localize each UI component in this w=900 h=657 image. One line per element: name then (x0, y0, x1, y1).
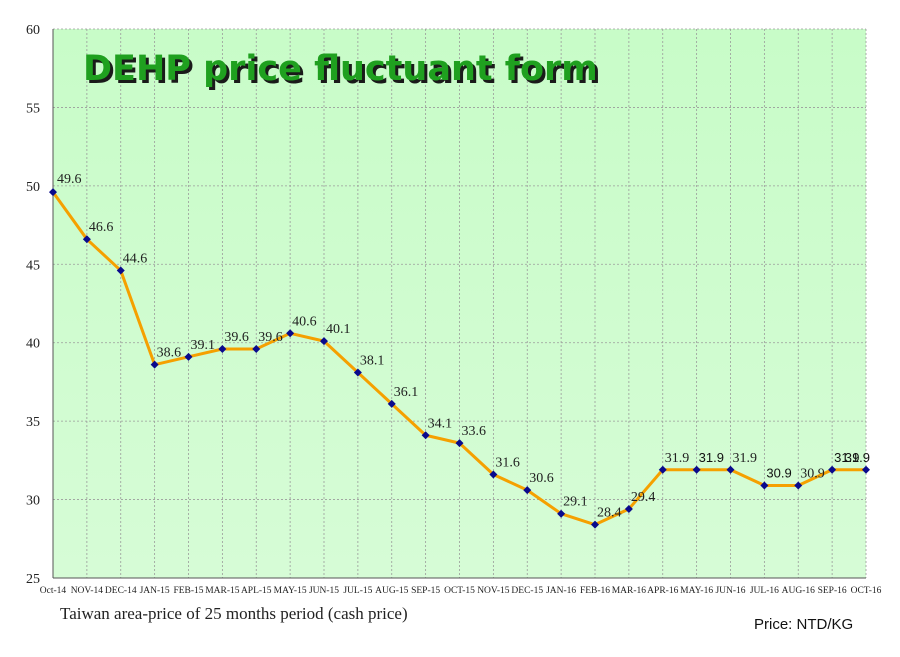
data-point-marker (218, 344, 227, 353)
x-tick-label: MAR-15 (205, 586, 240, 596)
y-tick-label: 35 (26, 415, 40, 430)
data-label: 31.9 (665, 451, 690, 466)
y-tick-label: 45 (26, 258, 40, 273)
y-axis-ticks: 25 30 35 40 45 50 55 60 (26, 23, 40, 587)
data-point-marker (828, 465, 837, 474)
data-label: 38.6 (157, 346, 182, 361)
data-point-marker (184, 352, 193, 361)
x-tick-label: AUG-15 (375, 586, 408, 596)
data-label: 34.1 (428, 416, 453, 431)
data-point-marker (862, 465, 870, 474)
data-label: 40.1 (326, 322, 351, 337)
data-point-marker (489, 470, 498, 479)
x-tick-label: DEC-14 (105, 586, 137, 596)
unit-note: Price: NTD/KG (754, 616, 854, 633)
data-point-marker (49, 188, 57, 197)
data-point-marker (591, 520, 599, 529)
data-point-marker (116, 266, 125, 275)
data-label: 31.9 (733, 451, 758, 466)
x-tick-label: FEB-15 (173, 586, 203, 596)
data-label: 36.1 (394, 385, 419, 400)
data-point-marker (523, 486, 532, 495)
data-point-marker (353, 368, 362, 377)
y-tick-label: 60 (26, 23, 40, 38)
data-label: 29.1 (563, 495, 588, 510)
data-point-marker (455, 439, 464, 448)
data-point-marker (658, 465, 667, 474)
x-tick-label: MAY-16 (680, 586, 713, 596)
x-tick-label: JUL-15 (343, 586, 372, 596)
data-label: 39.6 (224, 330, 249, 345)
data-label: 49.6 (57, 172, 82, 187)
y-tick-label: 40 (26, 337, 40, 352)
data-point-marker (320, 337, 328, 346)
data-point-marker (794, 481, 803, 490)
x-tick-label: DEC-15 (511, 586, 543, 596)
x-tick-label: SEP-15 (411, 586, 440, 596)
x-tick-label: NOV-15 (477, 586, 510, 596)
data-point-marker (82, 235, 91, 244)
x-tick-label: AUG-16 (782, 586, 815, 596)
x-tick-label: JAN-16 (546, 586, 576, 596)
axes (52, 29, 866, 579)
data-point-marker (421, 431, 430, 440)
y-tick-label: 55 (26, 101, 40, 116)
data-point-marker (387, 399, 396, 408)
x-tick-label: APL-15 (241, 586, 272, 596)
data-point-marker (150, 360, 159, 369)
x-tick-label: OCT-16 (851, 586, 882, 596)
data-label: 39.6 (258, 330, 283, 345)
y-tick-label: 25 (26, 572, 40, 587)
x-tick-label: Oct-14 (40, 586, 67, 596)
x-tick-label: MAR-16 (612, 586, 647, 596)
data-label: 31.9 (845, 450, 870, 465)
data-label: 30.9 (766, 465, 791, 480)
data-label: 30.9 (800, 466, 825, 481)
data-point-marker (726, 465, 735, 474)
chart-title-group: DEHP price fluctuant form DEHP price flu… (83, 49, 601, 92)
x-tick-label: MAY-15 (274, 586, 307, 596)
chart-title-shadow: DEHP price fluctuant form (86, 52, 601, 92)
y-tick-label: 50 (26, 180, 40, 195)
data-label: 44.6 (123, 252, 148, 267)
chart-title: DEHP price fluctuant form (83, 49, 598, 89)
x-tick-label: FEB-16 (580, 586, 610, 596)
data-label: 40.6 (292, 314, 317, 329)
data-point-marker (624, 504, 633, 513)
data-point-marker (286, 329, 295, 338)
data-label: 33.6 (462, 424, 487, 439)
data-label: 29.4 (631, 490, 656, 505)
data-labels: 49.6 46.6 44.6 38.6 39.1 39.6 39.6 40.6 40.1 38.1… (57, 172, 870, 521)
data-label: 38.1 (360, 354, 385, 369)
data-label: 39.1 (191, 338, 216, 353)
data-point-marker (760, 481, 769, 490)
data-point-marker (692, 465, 701, 474)
x-tick-label: NOV-14 (71, 586, 104, 596)
data-label: 28.4 (597, 506, 622, 521)
data-label: 31.9 (699, 450, 724, 465)
x-tick-label: JUN-16 (715, 586, 745, 596)
x-tick-label: JAN-15 (140, 586, 170, 596)
x-axis-ticks: Oct-14 NOV-14 DEC-14 JAN-15 FEB-15 MAR-15 APL-… (40, 586, 882, 596)
data-label: 31.9 (834, 450, 859, 465)
chart-caption: Taiwan area-price of 25 months period (c… (60, 604, 408, 623)
plot-area (53, 29, 866, 578)
x-tick-label: JUL-16 (750, 586, 779, 596)
data-point-marker (557, 509, 566, 518)
data-label: 30.6 (529, 471, 554, 486)
y-tick-label: 30 (26, 494, 40, 509)
data-markers (49, 188, 870, 529)
data-point-marker (252, 344, 261, 353)
data-label: 31.6 (495, 455, 520, 470)
data-label: 46.6 (89, 220, 114, 235)
x-tick-label: SEP-16 (818, 586, 847, 596)
x-tick-label: OCT-15 (444, 586, 475, 596)
x-tick-label: APR-16 (647, 586, 678, 596)
x-tick-label: JUN-15 (309, 586, 339, 596)
